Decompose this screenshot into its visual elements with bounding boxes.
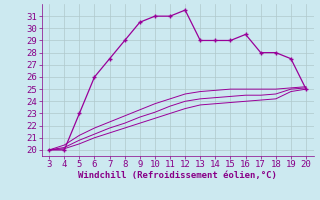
X-axis label: Windchill (Refroidissement éolien,°C): Windchill (Refroidissement éolien,°C) [78, 171, 277, 180]
